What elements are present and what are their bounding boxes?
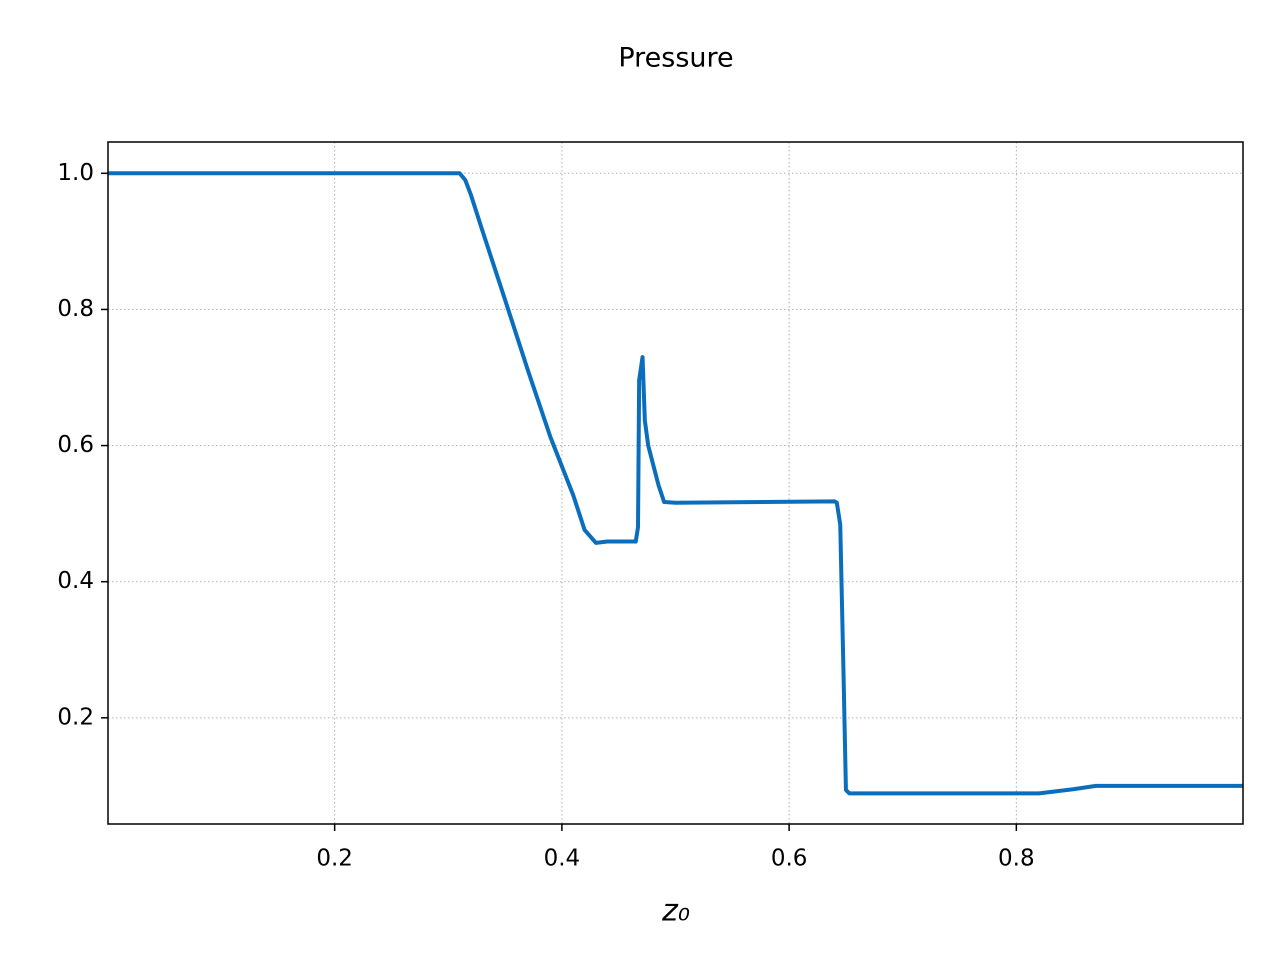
plot-frame <box>107 141 1244 825</box>
x-axis-label: z₀ <box>661 894 690 929</box>
x-tick-label: 0.6 <box>771 846 808 872</box>
x-tick-label: 0.8 <box>998 846 1035 872</box>
chart-title: Pressure <box>618 43 733 74</box>
data-line <box>108 171 1243 796</box>
y-tick-label: 0.6 <box>57 432 94 458</box>
x-tick-label: 0.2 <box>316 846 353 872</box>
y-tick-label: 0.2 <box>57 704 94 730</box>
x-tick-label: 0.4 <box>544 846 581 872</box>
y-tick-label: 0.4 <box>57 568 94 594</box>
y-tick-label: 0.8 <box>57 296 94 322</box>
y-tick-label: 1.0 <box>57 160 94 186</box>
